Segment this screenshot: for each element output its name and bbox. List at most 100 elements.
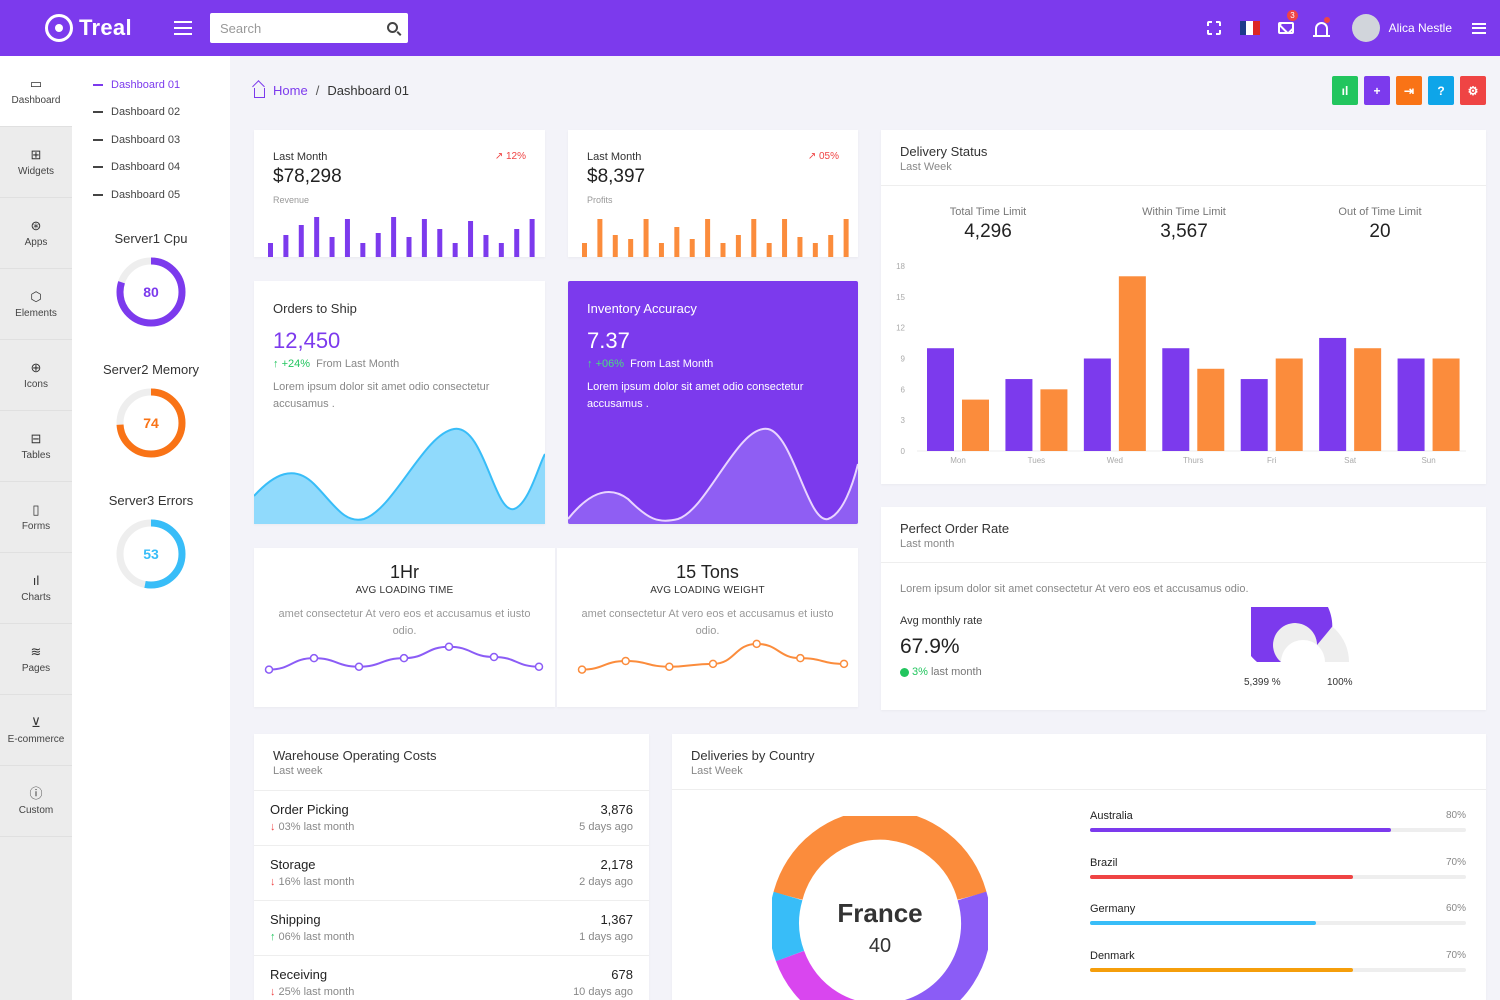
sidebar-item-elements[interactable]: ⬡ Elements: [0, 269, 72, 340]
orders-card: Orders to Ship 12,450 ↑ +24% From Last M…: [254, 281, 545, 524]
sidebar-item-dashboard[interactable]: ▭ Dashboard: [0, 56, 72, 127]
inventory-title: Inventory Accuracy: [587, 301, 697, 316]
sidebar-item-pages[interactable]: ≋ Pages: [0, 624, 72, 695]
gauge-fill: [1251, 607, 1333, 662]
avatar[interactable]: [1351, 14, 1380, 42]
sidebar-item-label: Widgets: [17, 165, 55, 177]
revenue-trend-value: 12%: [505, 151, 526, 162]
table-icon: ⊟: [30, 430, 42, 446]
mini-bar: [298, 225, 304, 257]
sidebar-item-e-commerce[interactable]: ⊻ E-commerce: [0, 695, 72, 766]
y-tick-label: 0: [901, 447, 906, 456]
chart-button[interactable]: ıl: [1332, 76, 1358, 105]
breadcrumb: Home / Dashboard 01: [254, 83, 409, 98]
submenu-item[interactable]: Dashboard 05: [72, 181, 230, 209]
table-row[interactable]: Shipping ↑ 06% last month 1,367 1 days ago: [254, 900, 649, 955]
sidebar-item-custom[interactable]: ⓘ Custom: [0, 766, 72, 837]
mini-bar: [406, 237, 412, 257]
submenu-item[interactable]: Dashboard 02: [72, 99, 230, 127]
y-tick-label: 18: [896, 262, 905, 271]
search-input[interactable]: [210, 13, 408, 43]
sidebar-item-label: Icons: [24, 378, 48, 390]
row-name: Shipping: [270, 912, 321, 927]
fullscreen-icon: [1206, 21, 1221, 35]
brand[interactable]: Treal: [0, 14, 170, 42]
sidebar-item-forms[interactable]: ▯ Forms: [0, 482, 72, 553]
country-percent: 60%: [1445, 903, 1466, 914]
submenu-item-label: Dashboard 01: [111, 78, 181, 91]
country-progress-track: [1090, 921, 1466, 925]
loading-time-card: 1Hr AVG LOADING TIME amet consectetur At…: [254, 548, 555, 707]
notification-dot: [1323, 17, 1330, 23]
search-icon[interactable]: [387, 22, 398, 33]
menu-toggle-icon[interactable]: [174, 21, 192, 35]
username[interactable]: Alica Nestle: [1388, 21, 1452, 35]
country-title: Deliveries by Country: [691, 748, 815, 763]
sidebar-item-label: Charts: [21, 591, 51, 603]
revenue-period: Last Month: [273, 151, 328, 163]
line-point: [839, 659, 849, 669]
country-progress-fill: [1090, 967, 1354, 972]
gauge-right-label: 100%: [1327, 677, 1353, 688]
mini-bar: [329, 237, 335, 257]
sidebar-item-tables[interactable]: ⊟ Tables: [0, 411, 72, 482]
sidebar-item-widgets[interactable]: ⊞ Widgets: [0, 127, 72, 198]
sidebar-item-label: Elements: [15, 307, 57, 319]
help-button[interactable]: ?: [1428, 76, 1454, 105]
mini-bar: [597, 219, 603, 257]
submenu-item[interactable]: Dashboard 01: [72, 71, 230, 99]
submenu-dash-icon: [93, 83, 103, 86]
country-progress-fill: [1090, 828, 1391, 832]
file-icon: ▯: [32, 501, 40, 517]
mini-bar: [735, 235, 741, 257]
plus-button[interactable]: +: [1364, 76, 1390, 105]
right-menu-icon[interactable]: [1472, 22, 1486, 34]
y-tick-label: 9: [901, 355, 906, 364]
table-row[interactable]: Storage ↓ 16% last month 2,178 2 days ago: [254, 845, 649, 900]
country-progress-track: [1090, 828, 1466, 832]
table-row[interactable]: Receiving ↓ 25% last month 678 10 days ago: [254, 955, 649, 1000]
mini-bar: [437, 229, 443, 257]
server-title: Server2 Memory: [102, 361, 200, 377]
messages-button[interactable]: 3: [1268, 0, 1304, 56]
line-point: [444, 642, 454, 651]
fullscreen-button[interactable]: [1196, 0, 1232, 56]
country-percent: 70%: [1445, 949, 1466, 961]
donut-label: France: [837, 898, 922, 928]
mini-bar: [689, 239, 695, 257]
login-button[interactable]: ⇥: [1396, 76, 1422, 105]
row-name: Order Picking: [270, 802, 349, 817]
notifications-button[interactable]: [1304, 0, 1340, 56]
row-delta-text: 03% last month: [278, 821, 355, 833]
delivery-metric: Total Time Limit 4,296: [890, 206, 1086, 243]
delivery-metric-label: Out of Time Limit: [1338, 206, 1422, 218]
sidebar-item-apps[interactable]: ⊛ Apps: [0, 198, 72, 269]
loading-weight-card: 15 Tons AVG LOADING WEIGHT amet consecte…: [557, 548, 858, 707]
mini-bar: [797, 237, 803, 257]
settings-button[interactable]: ⚙: [1460, 76, 1486, 105]
loading-weight-label: AVG LOADING WEIGHT: [650, 585, 765, 596]
profits-caption: Profits: [587, 195, 613, 205]
language-button[interactable]: [1232, 0, 1268, 56]
profits-card: Last Month ↗ 05% $8,397 Profits: [568, 130, 858, 257]
country-progress-fill: [1090, 874, 1354, 879]
server-ring-arc: [116, 388, 186, 457]
x-tick-label: Fri: [1267, 456, 1277, 465]
brand-logo-icon: [45, 14, 73, 42]
sidebar-item-label: Apps: [24, 236, 48, 248]
table-row[interactable]: Order Picking ↓ 03% last month 3,876 5 days …: [254, 790, 649, 845]
revenue-caption: Revenue: [273, 195, 310, 205]
revenue-card: Last Month ↗ 12% $78,298 Revenue: [254, 130, 545, 257]
country-progress-fill: [1090, 921, 1316, 925]
line-point: [309, 653, 319, 663]
submenu-item[interactable]: Dashboard 04: [72, 154, 230, 182]
server-ring-arc: [116, 519, 186, 588]
submenu-item[interactable]: Dashboard 03: [72, 126, 230, 154]
mini-bar: [391, 217, 397, 257]
sidebar-item-label: Dashboard: [11, 94, 61, 106]
breadcrumb-home[interactable]: Home: [273, 83, 308, 98]
sidebar-item-charts[interactable]: ıl Charts: [0, 553, 72, 624]
sidebar-item-icons[interactable]: ⊕ Icons: [0, 340, 72, 411]
box-icon: ⬡: [30, 288, 42, 304]
server-value: 74: [143, 415, 159, 431]
